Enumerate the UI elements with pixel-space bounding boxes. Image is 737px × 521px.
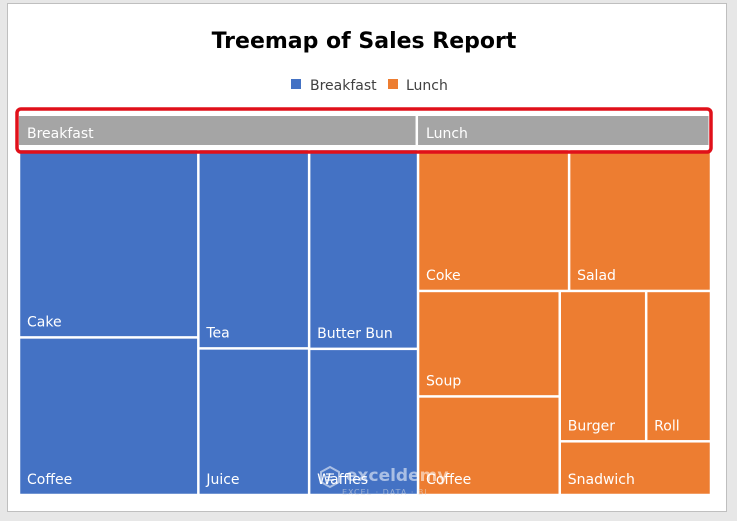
legend-label-lunch: Lunch: [406, 78, 448, 94]
treemap-cell-breakfast-juice-label: Juice: [205, 472, 239, 488]
watermark-brand: exceldemy: [346, 466, 449, 486]
legend: Breakfast Lunch: [291, 78, 448, 94]
watermark-tagline: EXCEL · DATA · BI: [342, 488, 428, 497]
treemap-cell-lunch-salad-label: Salad: [577, 268, 616, 284]
treemap-cell-lunch-roll: [647, 292, 710, 441]
legend-swatch-lunch: [388, 79, 398, 89]
group-header-label-lunch: Lunch: [426, 126, 468, 142]
chart-title: Treemap of Sales Report: [212, 29, 517, 54]
treemap-cell-lunch-burger-label: Burger: [568, 418, 615, 434]
treemap-cell-breakfast-butter-bun: [310, 150, 417, 348]
treemap-cell-breakfast-tea-label: Tea: [205, 325, 229, 341]
group-header-label-breakfast: Breakfast: [27, 126, 94, 142]
treemap-cell-lunch-coke-label: Coke: [426, 268, 461, 284]
treemap-cell-breakfast-tea: [199, 150, 308, 348]
treemap-cell-breakfast-cake: [20, 150, 198, 337]
treemap-cell-lunch-burger: [560, 292, 645, 441]
treemap-cell-breakfast-coffee-label: Coffee: [27, 472, 72, 488]
treemap-cell-lunch-soup-label: Soup: [426, 373, 461, 389]
treemap-cell-lunch-snadwich-label: Snadwich: [568, 472, 635, 488]
group-header-lunch: [418, 116, 709, 145]
header-highlight-box: [15, 107, 713, 154]
treemap-cell-lunch-coke: [419, 150, 568, 290]
legend-label-breakfast: Breakfast: [310, 78, 377, 94]
treemap-cell-lunch-coffee: [419, 397, 559, 494]
legend-swatch-breakfast: [291, 79, 301, 89]
treemap-cell-breakfast-coffee: [20, 338, 198, 494]
treemap-cell-lunch-roll-label: Roll: [654, 418, 679, 434]
watermark: exceldemy EXCEL · DATA · BI: [318, 464, 458, 504]
group-header-breakfast: [19, 116, 416, 145]
treemap-cell-breakfast-cake-label: Cake: [27, 314, 62, 330]
treemap-cell-breakfast-waffles: [310, 350, 417, 494]
treemap-cell-breakfast-butter-bun-label: Butter Bun: [317, 326, 393, 342]
treemap-cell-lunch-soup: [419, 292, 559, 396]
exceldemy-logo-icon: [320, 465, 340, 489]
treemap-cell-breakfast-juice: [199, 349, 308, 494]
treemap-cell-lunch-snadwich: [560, 442, 710, 494]
treemap-cell-lunch-salad: [570, 150, 710, 290]
treemap-cell-lunch-coffee-label: Coffee: [426, 472, 471, 488]
